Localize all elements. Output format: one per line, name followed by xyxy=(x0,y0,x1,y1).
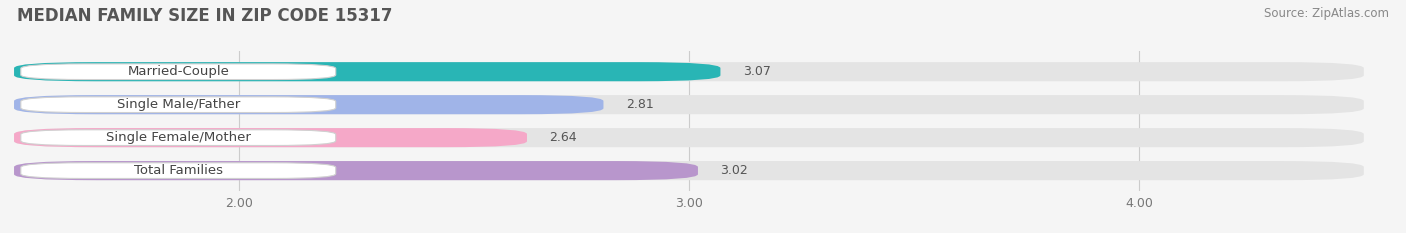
Text: 2.64: 2.64 xyxy=(550,131,576,144)
Text: 3.02: 3.02 xyxy=(720,164,748,177)
Text: Source: ZipAtlas.com: Source: ZipAtlas.com xyxy=(1264,7,1389,20)
FancyBboxPatch shape xyxy=(14,161,1364,180)
FancyBboxPatch shape xyxy=(21,64,336,79)
FancyBboxPatch shape xyxy=(21,97,336,113)
FancyBboxPatch shape xyxy=(21,130,336,145)
Text: Single Male/Father: Single Male/Father xyxy=(117,98,240,111)
Text: 2.81: 2.81 xyxy=(626,98,654,111)
FancyBboxPatch shape xyxy=(14,128,527,147)
Text: Total Families: Total Families xyxy=(134,164,222,177)
Text: 3.07: 3.07 xyxy=(742,65,770,78)
Text: Single Female/Mother: Single Female/Mother xyxy=(105,131,250,144)
FancyBboxPatch shape xyxy=(14,62,1364,81)
FancyBboxPatch shape xyxy=(14,62,720,81)
FancyBboxPatch shape xyxy=(14,95,1364,114)
FancyBboxPatch shape xyxy=(14,95,603,114)
Text: Married-Couple: Married-Couple xyxy=(128,65,229,78)
FancyBboxPatch shape xyxy=(21,163,336,178)
Text: MEDIAN FAMILY SIZE IN ZIP CODE 15317: MEDIAN FAMILY SIZE IN ZIP CODE 15317 xyxy=(17,7,392,25)
FancyBboxPatch shape xyxy=(14,128,1364,147)
FancyBboxPatch shape xyxy=(14,161,697,180)
